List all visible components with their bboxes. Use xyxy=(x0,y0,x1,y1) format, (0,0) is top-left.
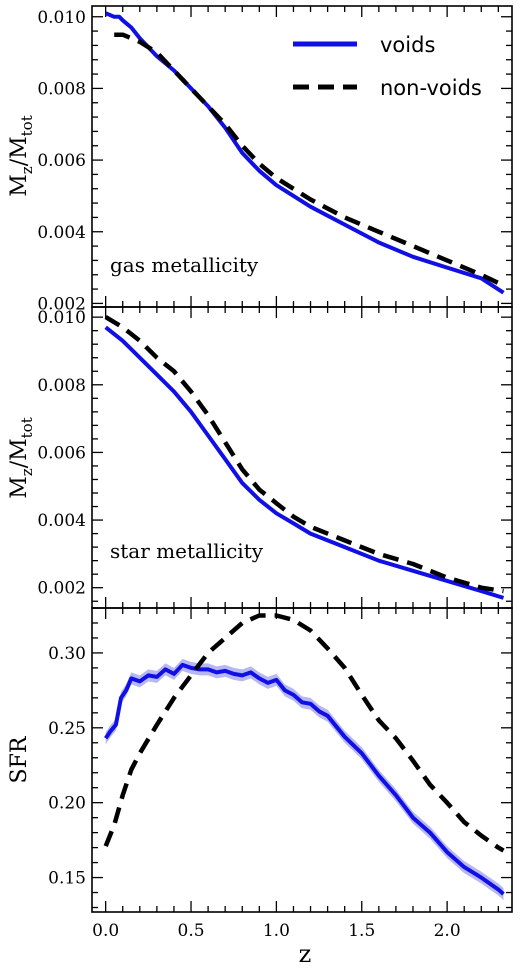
x-tick-label: 0.5 xyxy=(178,921,205,941)
non-voids-line xyxy=(104,315,504,594)
y-tick-label: 0.006 xyxy=(37,443,86,463)
panel-1: 0.002 0.004 0.006 0.008 0.010 Mz/Mtot gas meta… xyxy=(7,5,513,314)
y-tick-label: 0.004 xyxy=(37,223,86,243)
y-tick-label: 0.25 xyxy=(48,719,86,739)
series-group xyxy=(104,315,505,600)
x-axis-label: z xyxy=(299,940,312,968)
y-tick-label: 0.002 xyxy=(37,294,86,314)
y-axis-label: Mz/Mtot xyxy=(7,115,36,196)
y-tick-label: 0.30 xyxy=(48,644,86,664)
plot-frame xyxy=(91,607,513,913)
voids-line xyxy=(104,325,505,600)
y-tick-label: 0.008 xyxy=(37,79,86,99)
x-tick-label: 1.0 xyxy=(263,921,290,941)
x-tick-label: 1.5 xyxy=(348,921,375,941)
y-tick-label: 0.20 xyxy=(48,794,86,814)
y-tick-label: 0.008 xyxy=(37,376,86,396)
non-voids-line xyxy=(114,32,505,288)
y-tick-label: 0.15 xyxy=(48,869,86,889)
legend-voids-label: voids xyxy=(380,33,435,57)
y-axis-label: Mz/Mtot xyxy=(7,417,36,498)
voids-line xyxy=(104,662,505,896)
series-group xyxy=(104,11,505,295)
series-group xyxy=(103,613,505,900)
panel-3: 0.15 0.20 0.25 0.30 0.0 0.5 1.0 1.5 2.0 SFR xyxy=(7,607,513,941)
panel-annotation: gas metallicity xyxy=(110,253,259,277)
voids-error-band xyxy=(105,658,504,900)
y-tick-label: 0.010 xyxy=(37,308,86,328)
panels: 0.002 0.004 0.006 0.008 0.010 Mz/Mtot gas meta… xyxy=(7,5,513,941)
y-axis-label: SFR xyxy=(7,735,32,783)
y-tick-label: 0.002 xyxy=(37,579,86,599)
y-tick-label: 0.006 xyxy=(37,151,86,171)
non-voids-line xyxy=(103,613,505,853)
voids-line xyxy=(104,11,505,295)
legend: voids non-voids xyxy=(293,33,482,100)
x-tick-label: 0.0 xyxy=(92,921,119,941)
x-tick-label: 2.0 xyxy=(434,921,461,941)
y-tick-label: 0.010 xyxy=(37,8,86,28)
panel-annotation: star metallicity xyxy=(110,539,264,563)
y-tick-label: 0.004 xyxy=(37,511,86,531)
legend-non-voids-label: non-voids xyxy=(380,76,482,100)
panel-2: 0.002 0.004 0.006 0.008 0.010 Mz/Mtot star met… xyxy=(7,306,513,609)
